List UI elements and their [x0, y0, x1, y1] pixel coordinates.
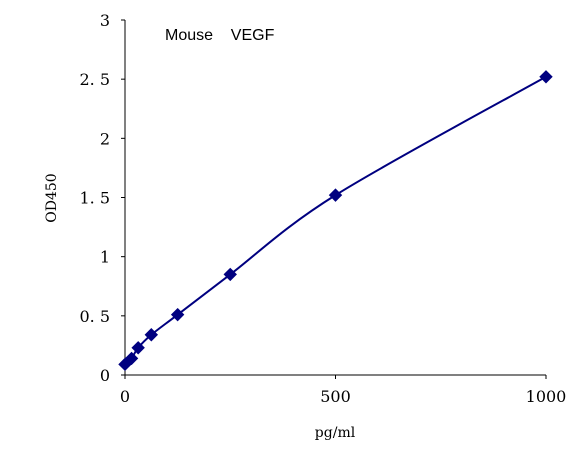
x-axis-label: pg/ml	[315, 425, 356, 441]
fitted-curve	[124, 75, 547, 366]
x-tick-label: 500	[320, 387, 351, 406]
y-tick-label: 2	[100, 129, 110, 148]
data-points	[118, 70, 553, 372]
y-tick-label: 3	[100, 11, 110, 30]
y-tick-label: 0	[100, 366, 110, 385]
y-axis-label: OD450	[44, 173, 60, 222]
data-point	[539, 70, 553, 84]
x-tick-label: 1000	[526, 387, 567, 406]
y-tick-label: 1	[100, 248, 110, 267]
y-axis-ticks: 0 0. 5 1 1. 5 2 2. 5 3	[79, 11, 125, 385]
data-point	[144, 328, 159, 342]
y-tick-label: 0. 5	[79, 307, 110, 326]
y-tick-label: 2. 5	[79, 70, 110, 89]
data-point	[223, 267, 237, 282]
y-tick-label: 1. 5	[79, 189, 110, 208]
data-point	[131, 341, 145, 355]
data-point	[124, 351, 139, 366]
chart-title: Mouse VEGF	[165, 27, 275, 44]
data-point	[328, 188, 343, 202]
data-point	[170, 307, 185, 322]
x-tick-label: 0	[120, 387, 130, 406]
x-axis-ticks: 0 500 1000	[120, 375, 566, 406]
